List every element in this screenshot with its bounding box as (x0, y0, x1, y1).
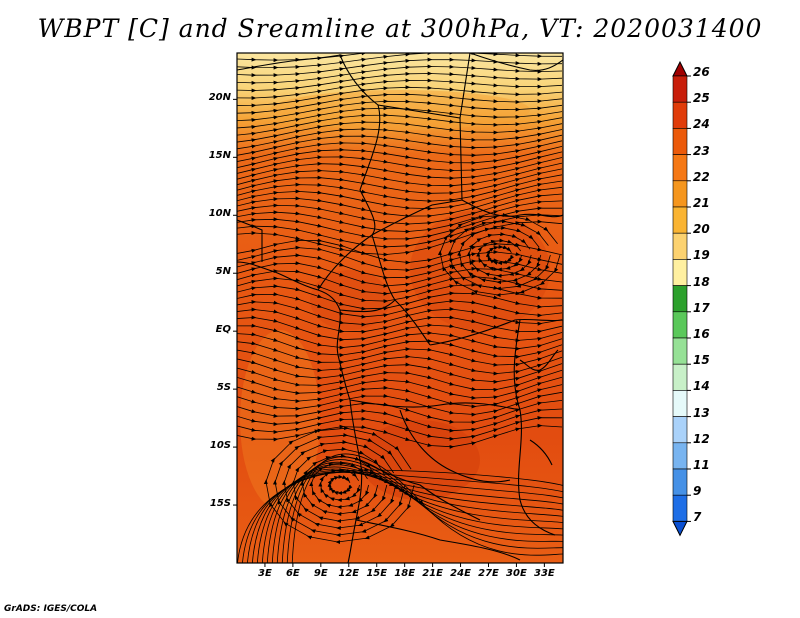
colorbar-swatch (672, 75, 688, 103)
lat-label: EQ (215, 324, 231, 336)
colorbar-swatch (672, 337, 688, 365)
streamline (263, 426, 415, 545)
colorbar-label: 22 (693, 169, 710, 184)
colorbar-label: 23 (693, 143, 710, 158)
colorbar-label: 15 (693, 353, 710, 368)
colorbar-label: 19 (693, 248, 710, 263)
lon-label: 21E (422, 568, 443, 579)
lat-label: 10N (208, 208, 231, 220)
colorbar-swatch (672, 101, 688, 129)
colorbar-swatch (672, 494, 688, 522)
colorbar-max-arrow (672, 60, 688, 77)
streamline (437, 213, 561, 298)
lon-label: 3E (258, 568, 272, 579)
lon-label: 30E (506, 568, 527, 579)
colorbar-label: 21 (693, 196, 710, 210)
colorbar-swatch (672, 442, 688, 470)
lon-label: 12E (338, 568, 360, 579)
colorbar-label: 12 (693, 431, 710, 446)
warm-patch (310, 270, 390, 330)
colorbar-swatch (672, 416, 688, 444)
lat-label: 5S (216, 382, 231, 394)
streamline (252, 471, 563, 563)
colorbar-swatch (672, 232, 688, 260)
colorbar-label: 25 (693, 91, 710, 106)
colorbar-swatch (672, 285, 688, 313)
streamline (276, 461, 563, 563)
colorbar-swatch (672, 206, 688, 234)
map-field (237, 53, 563, 563)
colorbar-label: 24 (693, 117, 710, 132)
colorbar-label: 14 (693, 379, 710, 394)
lat-label: 10S (209, 440, 231, 452)
lon-label: 33E (533, 568, 555, 579)
colorbar-swatch (672, 363, 688, 391)
lon-label: 6E (285, 568, 300, 579)
lon-label: 9E (313, 568, 328, 579)
colorbar-swatch (672, 311, 688, 339)
chart-title: WBPT [C] and Sreamline at 300hPa, VT: 20… (37, 14, 763, 43)
streamlines (237, 53, 563, 563)
map-frame (236, 52, 564, 564)
colorbar-swatch (672, 180, 688, 208)
colorbar-label: 20 (693, 222, 710, 237)
colorbar-label: 16 (693, 327, 710, 341)
country-borders (237, 53, 563, 563)
colorbar-swatch (672, 390, 688, 417)
colorbar-label: 7 (693, 510, 702, 525)
axis-ticks (233, 98, 545, 567)
lat-label: 15S (209, 498, 231, 510)
colorbar (672, 60, 691, 537)
colorbar-swatch (672, 259, 688, 286)
colorbar-min-arrow (672, 520, 688, 537)
colorbar-swatch (672, 154, 688, 182)
streamline (291, 453, 563, 563)
cool-patch (240, 330, 320, 510)
streamline (242, 470, 563, 563)
lat-label: 20N (208, 92, 231, 104)
colorbar-label: 26 (693, 65, 710, 79)
colorbar-label: 13 (693, 405, 710, 420)
lon-label: 24E (450, 568, 471, 579)
colorbar-label: 18 (693, 274, 710, 289)
colorbar-swatch (672, 128, 688, 155)
streamline (286, 456, 563, 563)
lon-label: 18E (394, 568, 416, 579)
streamline (237, 468, 563, 563)
colorbar-label: 9 (693, 484, 702, 499)
lat-label: 5N (215, 266, 231, 278)
lon-label: 15E (366, 568, 388, 579)
colorbar-swatch (672, 468, 688, 496)
lat-label: 15N (208, 150, 231, 162)
colorbar-label: 11 (693, 458, 710, 472)
credit-text: GrADS: IGES/COLA (4, 604, 98, 614)
streamline (271, 464, 563, 563)
streamline (281, 459, 563, 563)
colorbar-label: 17 (693, 300, 710, 315)
lon-label: 27E (478, 568, 499, 579)
